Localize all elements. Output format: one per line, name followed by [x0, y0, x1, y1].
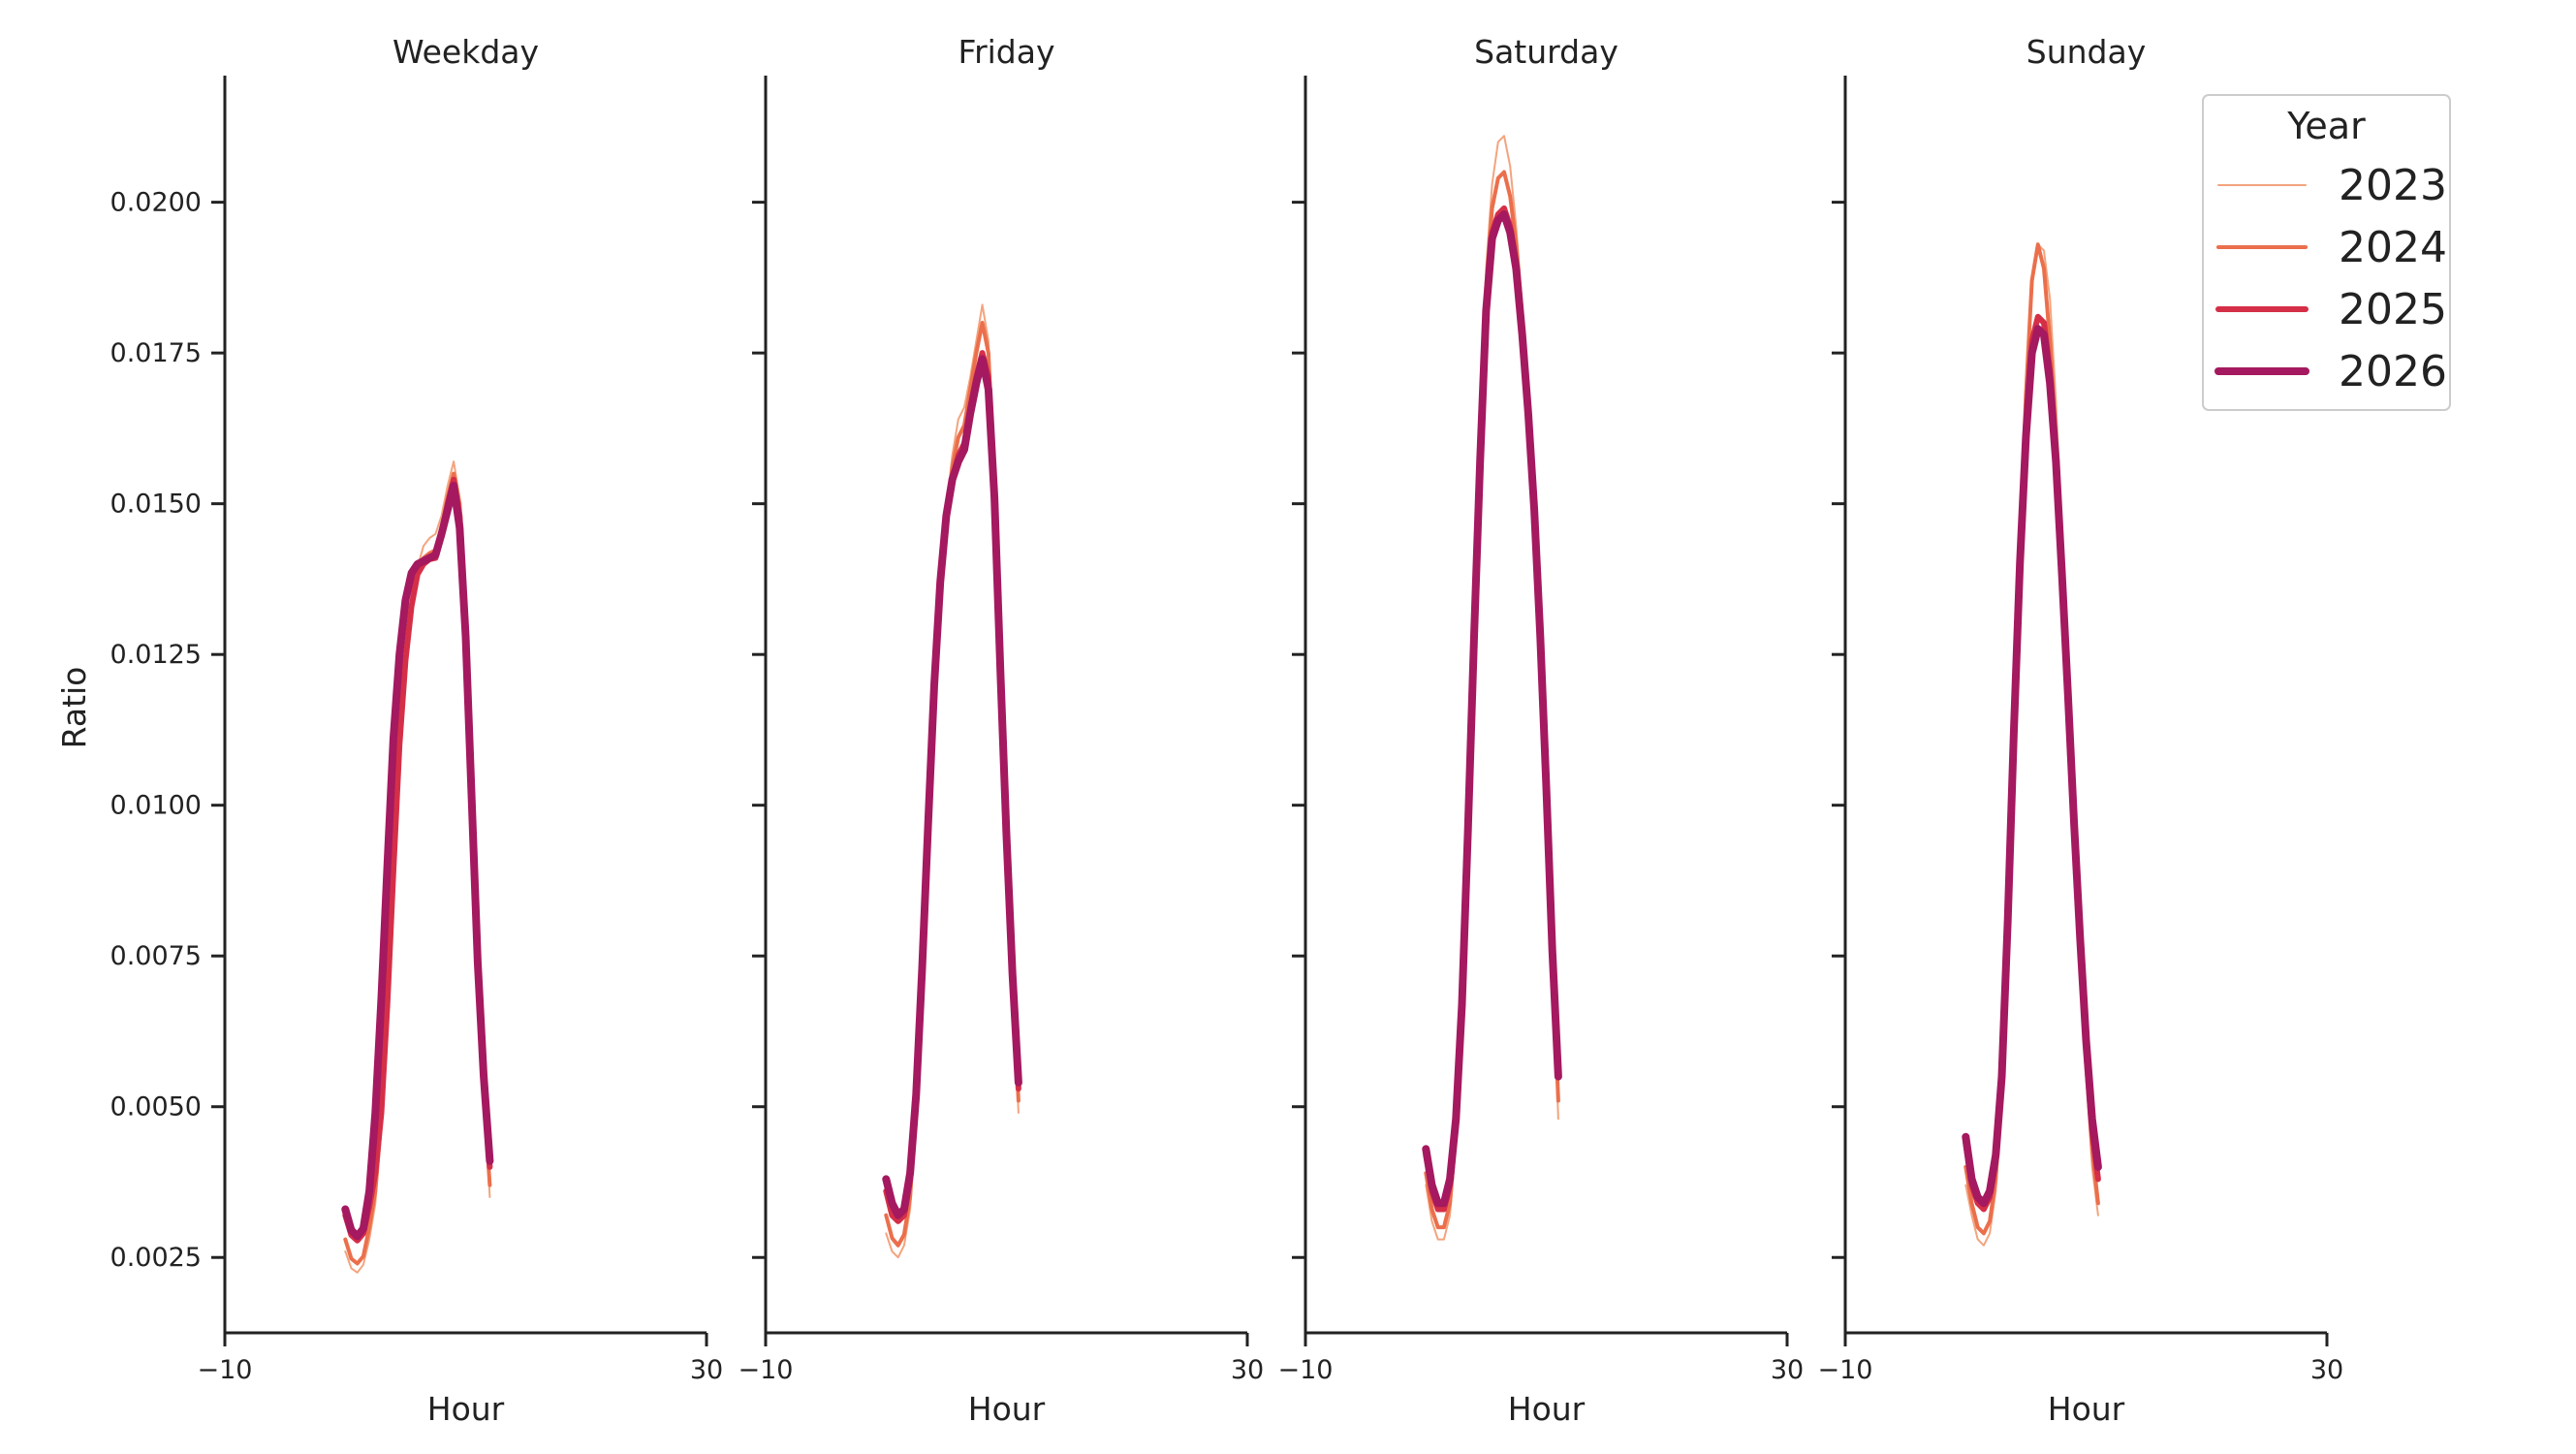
series-line-2026	[1422, 210, 1562, 1208]
y-tick-label: 0.0200	[110, 188, 202, 218]
y-tick-label: 0.0150	[110, 490, 202, 520]
series-line-2024	[1424, 170, 1560, 1230]
x-tick-label: −10	[198, 1355, 253, 1385]
panel-friday: Friday −10 30 Hour	[738, 33, 1265, 1428]
legend-label-2024: 2024	[2339, 223, 2447, 272]
legend-title: Year	[2286, 105, 2366, 147]
x-tick-label: −10	[1818, 1355, 1873, 1385]
series-line-2024	[884, 321, 1021, 1248]
x-tick-label: −10	[1278, 1355, 1334, 1385]
panel-title: Sunday	[2026, 33, 2146, 71]
y-tick-label: 0.0175	[110, 338, 202, 368]
series-line-2025	[1963, 313, 2101, 1213]
y-tick-label: 0.0100	[110, 791, 202, 821]
series-line-2026	[341, 482, 494, 1241]
panel-sunday: Sunday −10 30 Hour	[1818, 33, 2344, 1428]
panel-saturday: Saturday −10 30 Hour	[1278, 33, 1805, 1428]
series-line-2024	[343, 471, 492, 1266]
series-line-2026	[1962, 325, 2102, 1208]
x-axis-title: Hour	[1508, 1390, 1586, 1428]
series-line-2026	[882, 355, 1022, 1219]
y-tick-label: 0.0025	[110, 1243, 202, 1273]
legend-label-2026: 2026	[2339, 347, 2447, 396]
panels-layer: Weekday 0.0025 0.0050 0.0075 0.0100 0.0125 0.0…	[110, 33, 2344, 1428]
panel-title: Saturday	[1474, 33, 1618, 71]
legend-frame	[2202, 94, 2451, 411]
x-axis-title: Hour	[968, 1390, 1046, 1428]
y-axis-title: Ratio	[55, 667, 93, 749]
x-axis-title: Hour	[427, 1390, 505, 1428]
panel-title: Weekday	[393, 33, 539, 71]
series-line-2025	[342, 476, 493, 1244]
x-tick-label: −10	[738, 1355, 794, 1385]
y-tick-label: 0.0050	[110, 1092, 202, 1122]
legend-label-2023: 2023	[2339, 161, 2447, 210]
panel-weekday: Weekday 0.0025 0.0050 0.0075 0.0100 0.0125 0.0…	[110, 33, 724, 1428]
series-line-2023	[885, 303, 1020, 1259]
series-line-2025	[1423, 205, 1561, 1213]
x-tick-label: 30	[1231, 1355, 1264, 1385]
legend-label-2025: 2025	[2339, 285, 2447, 334]
x-axis-title: Hour	[2048, 1390, 2125, 1428]
panel-title: Friday	[958, 33, 1054, 71]
y-tick-label: 0.0125	[110, 640, 202, 670]
x-tick-label: 30	[2310, 1355, 2343, 1385]
x-tick-label: 30	[690, 1355, 723, 1385]
legend: Year 2023 2024 2025 2026	[2202, 94, 2451, 411]
x-tick-label: 30	[1771, 1355, 1804, 1385]
y-tick-label: 0.0075	[110, 941, 202, 971]
